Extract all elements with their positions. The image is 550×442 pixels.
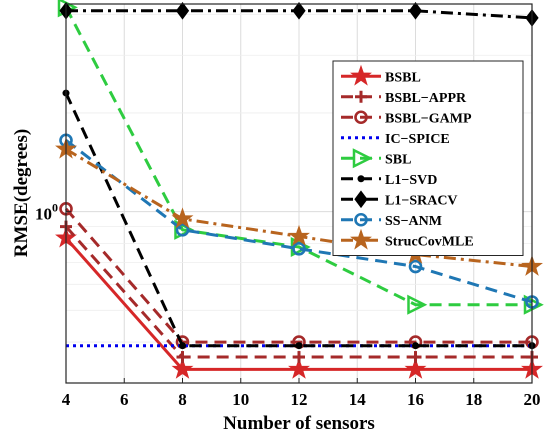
y-tick-label: 100 (35, 201, 58, 224)
data-point (179, 342, 186, 350)
data-point (412, 342, 419, 350)
data-point (292, 1, 306, 20)
data-point (293, 351, 305, 364)
legend-entry: BSBL−GAMP (341, 110, 472, 126)
legend-entry: SBL (341, 148, 411, 169)
x-ticks: 4 6 8 10 12 14 16 18 20 (62, 378, 541, 409)
legend-marker (357, 175, 365, 183)
data-point (175, 223, 190, 237)
legend-marker (350, 228, 372, 250)
legend-label: L1−SRACV (385, 193, 458, 208)
legend-entry: StrucCovMLE (341, 228, 474, 250)
legend-entry: BSBL (341, 64, 421, 86)
legend-label: SBL (385, 152, 411, 167)
legend-label: BSBL−APPR (385, 91, 467, 106)
legend-label: StrucCovMLE (385, 234, 474, 249)
x-tick-label: 10 (232, 390, 249, 409)
series-line (65, 139, 533, 304)
data-point (404, 357, 427, 379)
data-point (409, 351, 422, 364)
x-tick-label: 18 (465, 390, 482, 409)
legend-entry: SS−ANM (341, 212, 442, 229)
x-tick-label: 14 (349, 390, 367, 409)
legend-label: IC−SPICE (385, 132, 450, 147)
x-tick-label: 12 (291, 390, 308, 409)
legend-marker (350, 64, 372, 86)
data-point (171, 357, 194, 379)
data-point (288, 357, 310, 379)
data-point (408, 259, 423, 274)
series-line (64, 207, 532, 344)
legend-marker (352, 148, 373, 169)
data-point (292, 242, 306, 256)
x-axis-label: Number of sensors (223, 413, 375, 434)
legend-marker (355, 90, 367, 103)
x-tick-label: 16 (407, 390, 424, 409)
data-point (176, 351, 189, 364)
data-point (295, 342, 303, 350)
x-tick-label: 8 (178, 390, 187, 409)
data-point (407, 294, 428, 315)
legend-marker (354, 212, 368, 227)
x-tick-label: 6 (120, 390, 129, 409)
legend-entry: L1−SVD (341, 173, 437, 188)
series-line (64, 6, 532, 307)
y-axis-label: RMSE(degrees) (11, 129, 32, 257)
series-5 (62, 89, 536, 350)
legend: BSBL BSBL−APPR BSBL−GAMP IC−SPICE SBL L1−SVD L… (332, 60, 524, 256)
legend-label: L1−SVD (385, 173, 437, 188)
legend-label: SS−ANM (385, 214, 442, 229)
data-point (408, 1, 423, 20)
data-point (175, 1, 190, 20)
legend-label: BSBL−GAMP (385, 111, 472, 126)
legend-entry: BSBL−APPR (341, 90, 467, 106)
data-point (288, 224, 310, 246)
data-point (171, 207, 194, 229)
legend-entry: L1−SRACV (341, 190, 458, 209)
legend-entry: IC−SPICE (341, 132, 450, 147)
legend-marker (354, 110, 368, 125)
data-point (174, 219, 195, 240)
x-tick-label: 4 (62, 390, 71, 409)
legend-label: BSBL (385, 70, 421, 85)
x-tick-label: 20 (524, 390, 541, 409)
legend-marker (354, 190, 368, 209)
series-layer (55, 0, 544, 379)
